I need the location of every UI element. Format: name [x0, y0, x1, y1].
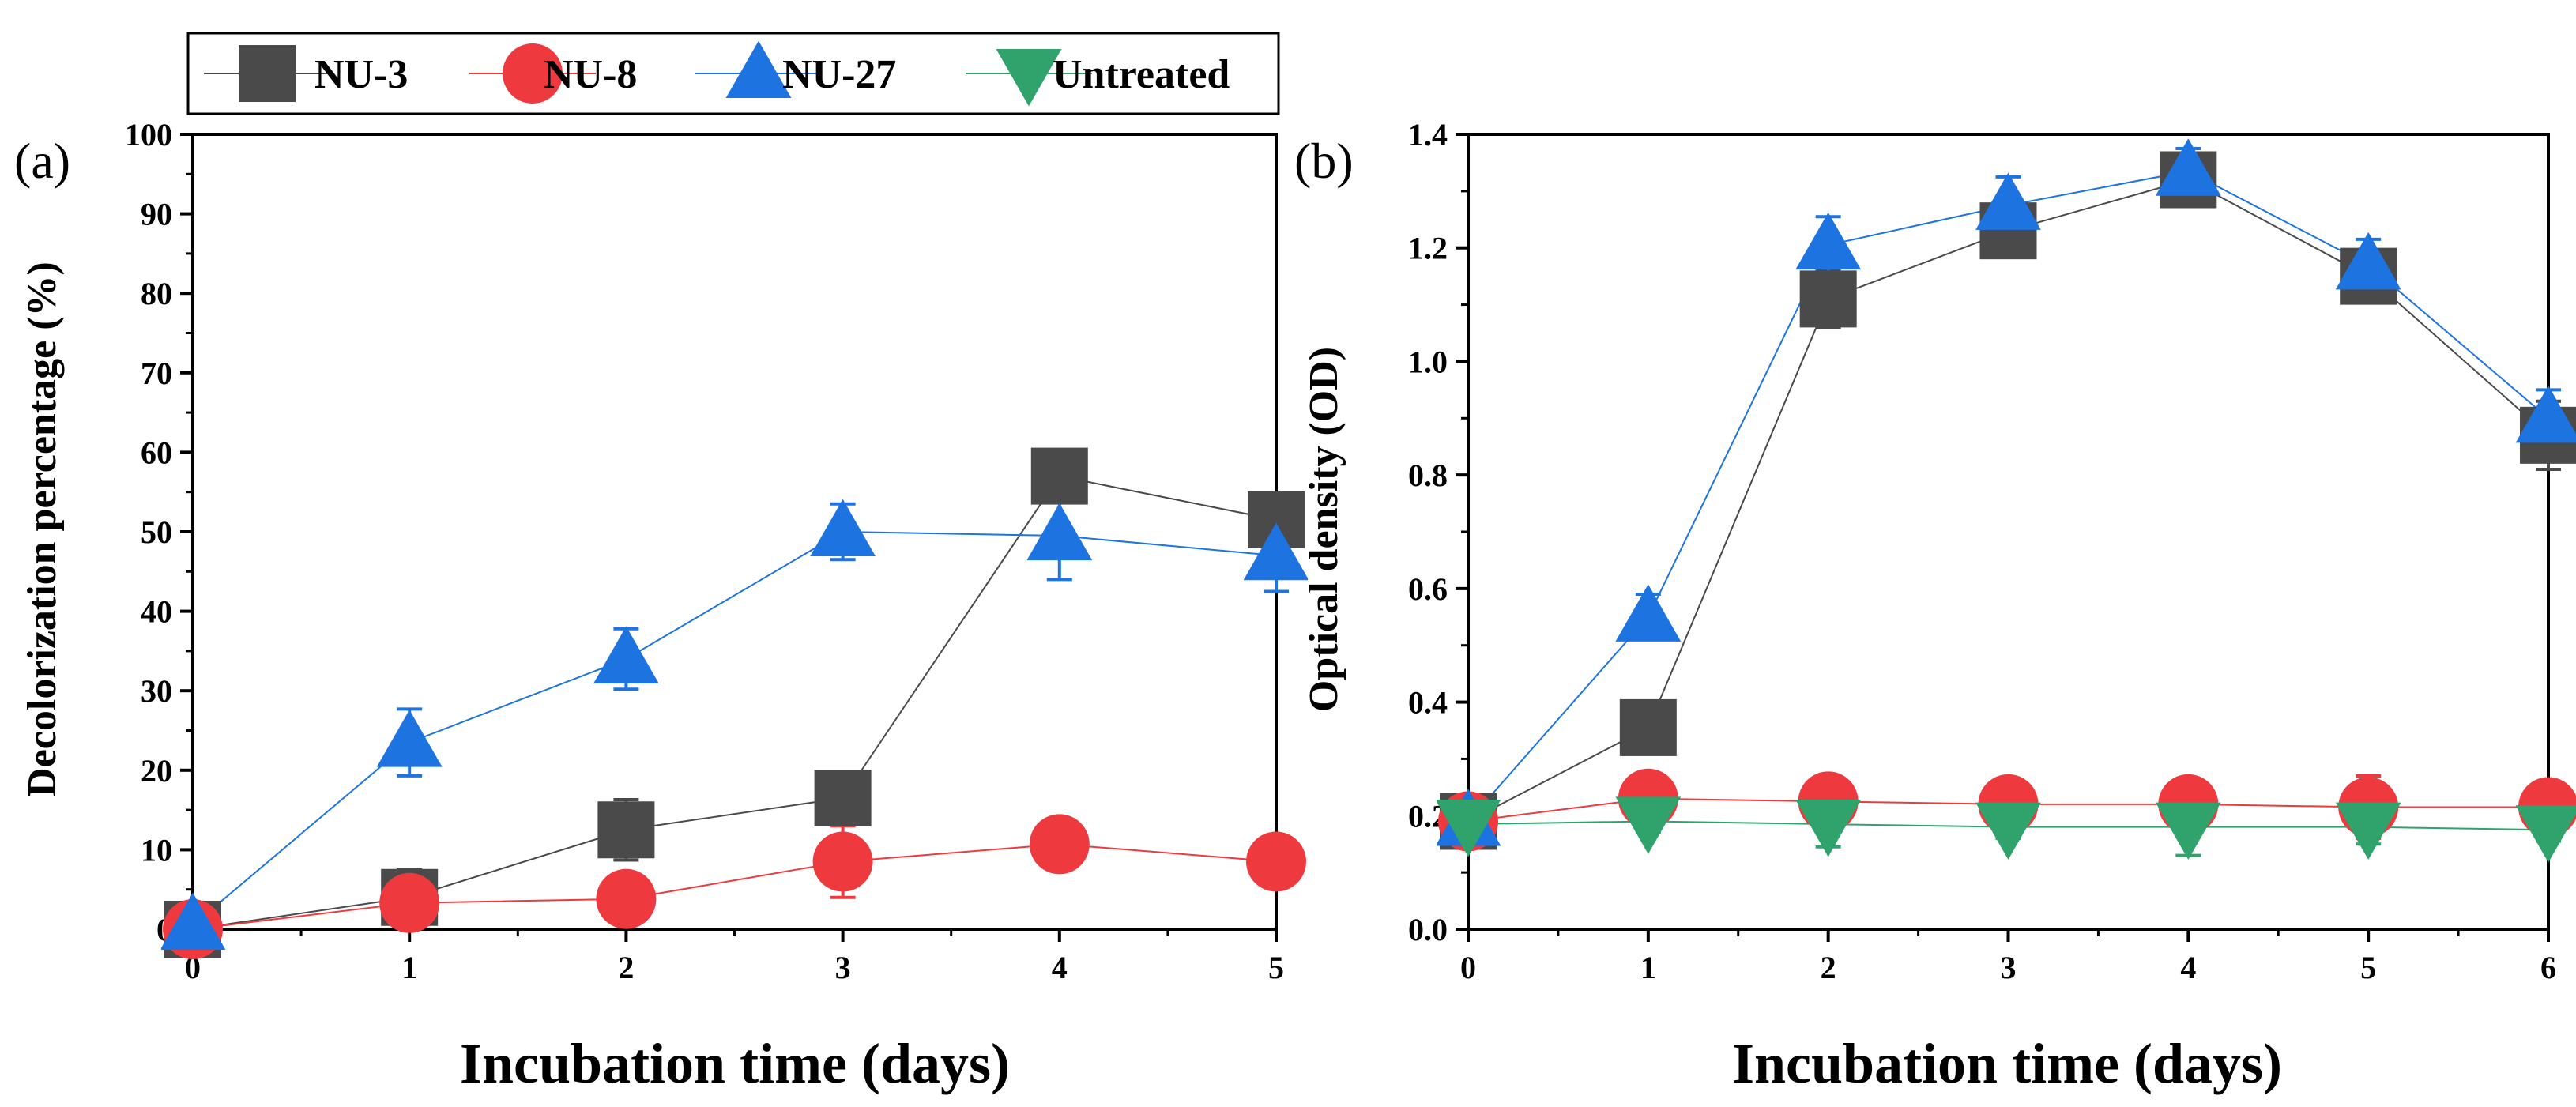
legend-marker-nu-27	[725, 40, 792, 99]
panel-a-xtick-label: 4	[1052, 950, 1068, 985]
panel-b-ytick-label: 0.4	[1408, 685, 1448, 721]
panel-a-ytick-label: 50	[141, 514, 172, 550]
legend-items: NU-3 NU-8 NU-27 Untreated	[204, 40, 1230, 107]
panel-a-point-nu-27	[593, 626, 659, 684]
panel-b: (b) Optical density (OD) Incubation time…	[1294, 117, 2576, 1095]
panel-b-point-nu-27	[2335, 232, 2401, 290]
panel-b-point-nu-27	[1795, 212, 1862, 270]
panel-b-data-area	[1437, 138, 2576, 863]
panel-b-ytick-label: 0.8	[1408, 457, 1448, 493]
panel-a-ytick-label: 10	[141, 832, 172, 868]
panel-a-series-line-nu-8	[192, 843, 1277, 930]
panel-b-point-nu-27	[2515, 385, 2576, 443]
panel-a-point-nu-3	[814, 770, 872, 827]
panel-b-point-untreated	[2155, 802, 2221, 860]
panel-b-point-untreated	[1615, 796, 1682, 854]
panel-a-point-nu-8	[596, 868, 657, 929]
panel-b-ylabel: Optical density (OD)	[1301, 347, 1346, 712]
panel-a-series-line-nu-3	[192, 475, 1277, 930]
panel-a-point-nu-8	[1029, 814, 1090, 875]
panel-b-xtick-label: 3	[2001, 950, 2017, 985]
panel-a-point-nu-8	[379, 872, 440, 933]
panel-b-xtick-label: 2	[1821, 950, 1836, 985]
legend-label-nu-27: NU-27	[782, 52, 896, 97]
panel-a-point-nu-8	[812, 831, 873, 892]
panel-a-point-nu-27	[810, 499, 876, 557]
panel-b-ytick-label: 1.0	[1408, 344, 1448, 379]
panel-a: (a) Decolorization percentage (%) Incuba…	[14, 117, 1308, 1095]
panel-a-point-nu-27	[1026, 503, 1093, 561]
legend-marker-nu-3	[239, 45, 296, 102]
panel-a-ytick-label: 60	[141, 435, 172, 470]
legend: NU-3 NU-8 NU-27 Untreated	[186, 32, 1280, 115]
panel-b-xtick-label: 5	[2360, 950, 2376, 985]
panel-b-point-untreated	[1795, 800, 1862, 857]
panel-a-ytick-label: 80	[141, 276, 172, 311]
panel-a-point-nu-27	[376, 710, 443, 767]
panel-a-label: (a)	[14, 133, 70, 189]
legend-label-untreated: Untreated	[1053, 52, 1230, 97]
panel-a-point-nu-27	[1243, 522, 1308, 581]
panel-a-ytick-label: 70	[141, 356, 172, 391]
panel-b-point-nu-3	[1799, 270, 1857, 328]
panel-a-axes-frame	[191, 133, 1278, 931]
panel-a-ytick-label: 20	[141, 753, 172, 789]
panel-b-plot: 0 1 2 3 4 5 60.00.20.40.60.81.01.21.4	[1408, 117, 2576, 985]
panel-b-xlabel: Incubation time (days)	[1732, 1032, 2282, 1095]
panel-b-xtick-label: 1	[1640, 950, 1656, 985]
panel-a-point-nu-27	[161, 892, 226, 951]
panel-a-plot: 0123450102030405060708090100	[125, 117, 1308, 985]
panel-b-point-untreated	[1437, 800, 1501, 857]
panel-b-point-nu-27	[1615, 584, 1682, 642]
panel-b-point-nu-3	[1619, 698, 1677, 756]
panel-b-point-untreated	[2335, 802, 2401, 860]
panel-b-point-untreated	[1975, 802, 2041, 860]
panel-a-point-nu-3	[597, 801, 655, 859]
panel-a-xtick-label: 5	[1268, 950, 1284, 985]
panel-b-ytick-label: 1.2	[1408, 231, 1448, 266]
panel-b-xtick-label: 6	[2540, 950, 2556, 985]
panel-a-ytick-label: 100	[125, 117, 172, 152]
panel-b-label: (b)	[1294, 133, 1354, 189]
panel-b-ytick-label: 1.4	[1408, 117, 1448, 152]
legend-label-nu-3: NU-3	[314, 52, 408, 97]
panel-a-point-nu-3	[1030, 447, 1088, 505]
panel-a-data-area	[161, 447, 1308, 959]
panel-a-xtick-label: 2	[618, 950, 634, 985]
panel-b-point-untreated	[2515, 805, 2576, 863]
panel-a-xtick-label: 1	[401, 950, 417, 985]
panel-a-xtick-label: 3	[835, 950, 851, 985]
legend-marker-untreated	[996, 48, 1062, 107]
panel-a-ytick-label: 90	[141, 197, 172, 232]
panel-a-ylabel: Decolorization percentage (%)	[20, 262, 65, 797]
panel-b-ytick-label: 0.6	[1408, 571, 1448, 607]
panel-a-xlabel: Incubation time (days)	[460, 1032, 1010, 1095]
panel-b-xtick-label: 4	[2180, 950, 2196, 985]
panel-b-ytick-label: 0.0	[1408, 912, 1448, 947]
panel-a-series-line-nu-27	[192, 530, 1277, 926]
legend-marker-nu-8	[503, 43, 563, 104]
legend-label-nu-8: NU-8	[544, 52, 637, 97]
panel-a-point-nu-8	[1246, 831, 1306, 892]
panel-a-ytick-label: 40	[141, 594, 172, 630]
panel-b-point-nu-27	[2155, 138, 2221, 196]
panel-a-ytick-label: 30	[141, 673, 172, 709]
panel-b-xtick-label: 0	[1460, 950, 1476, 985]
panel-b-point-nu-27	[1975, 172, 2041, 230]
